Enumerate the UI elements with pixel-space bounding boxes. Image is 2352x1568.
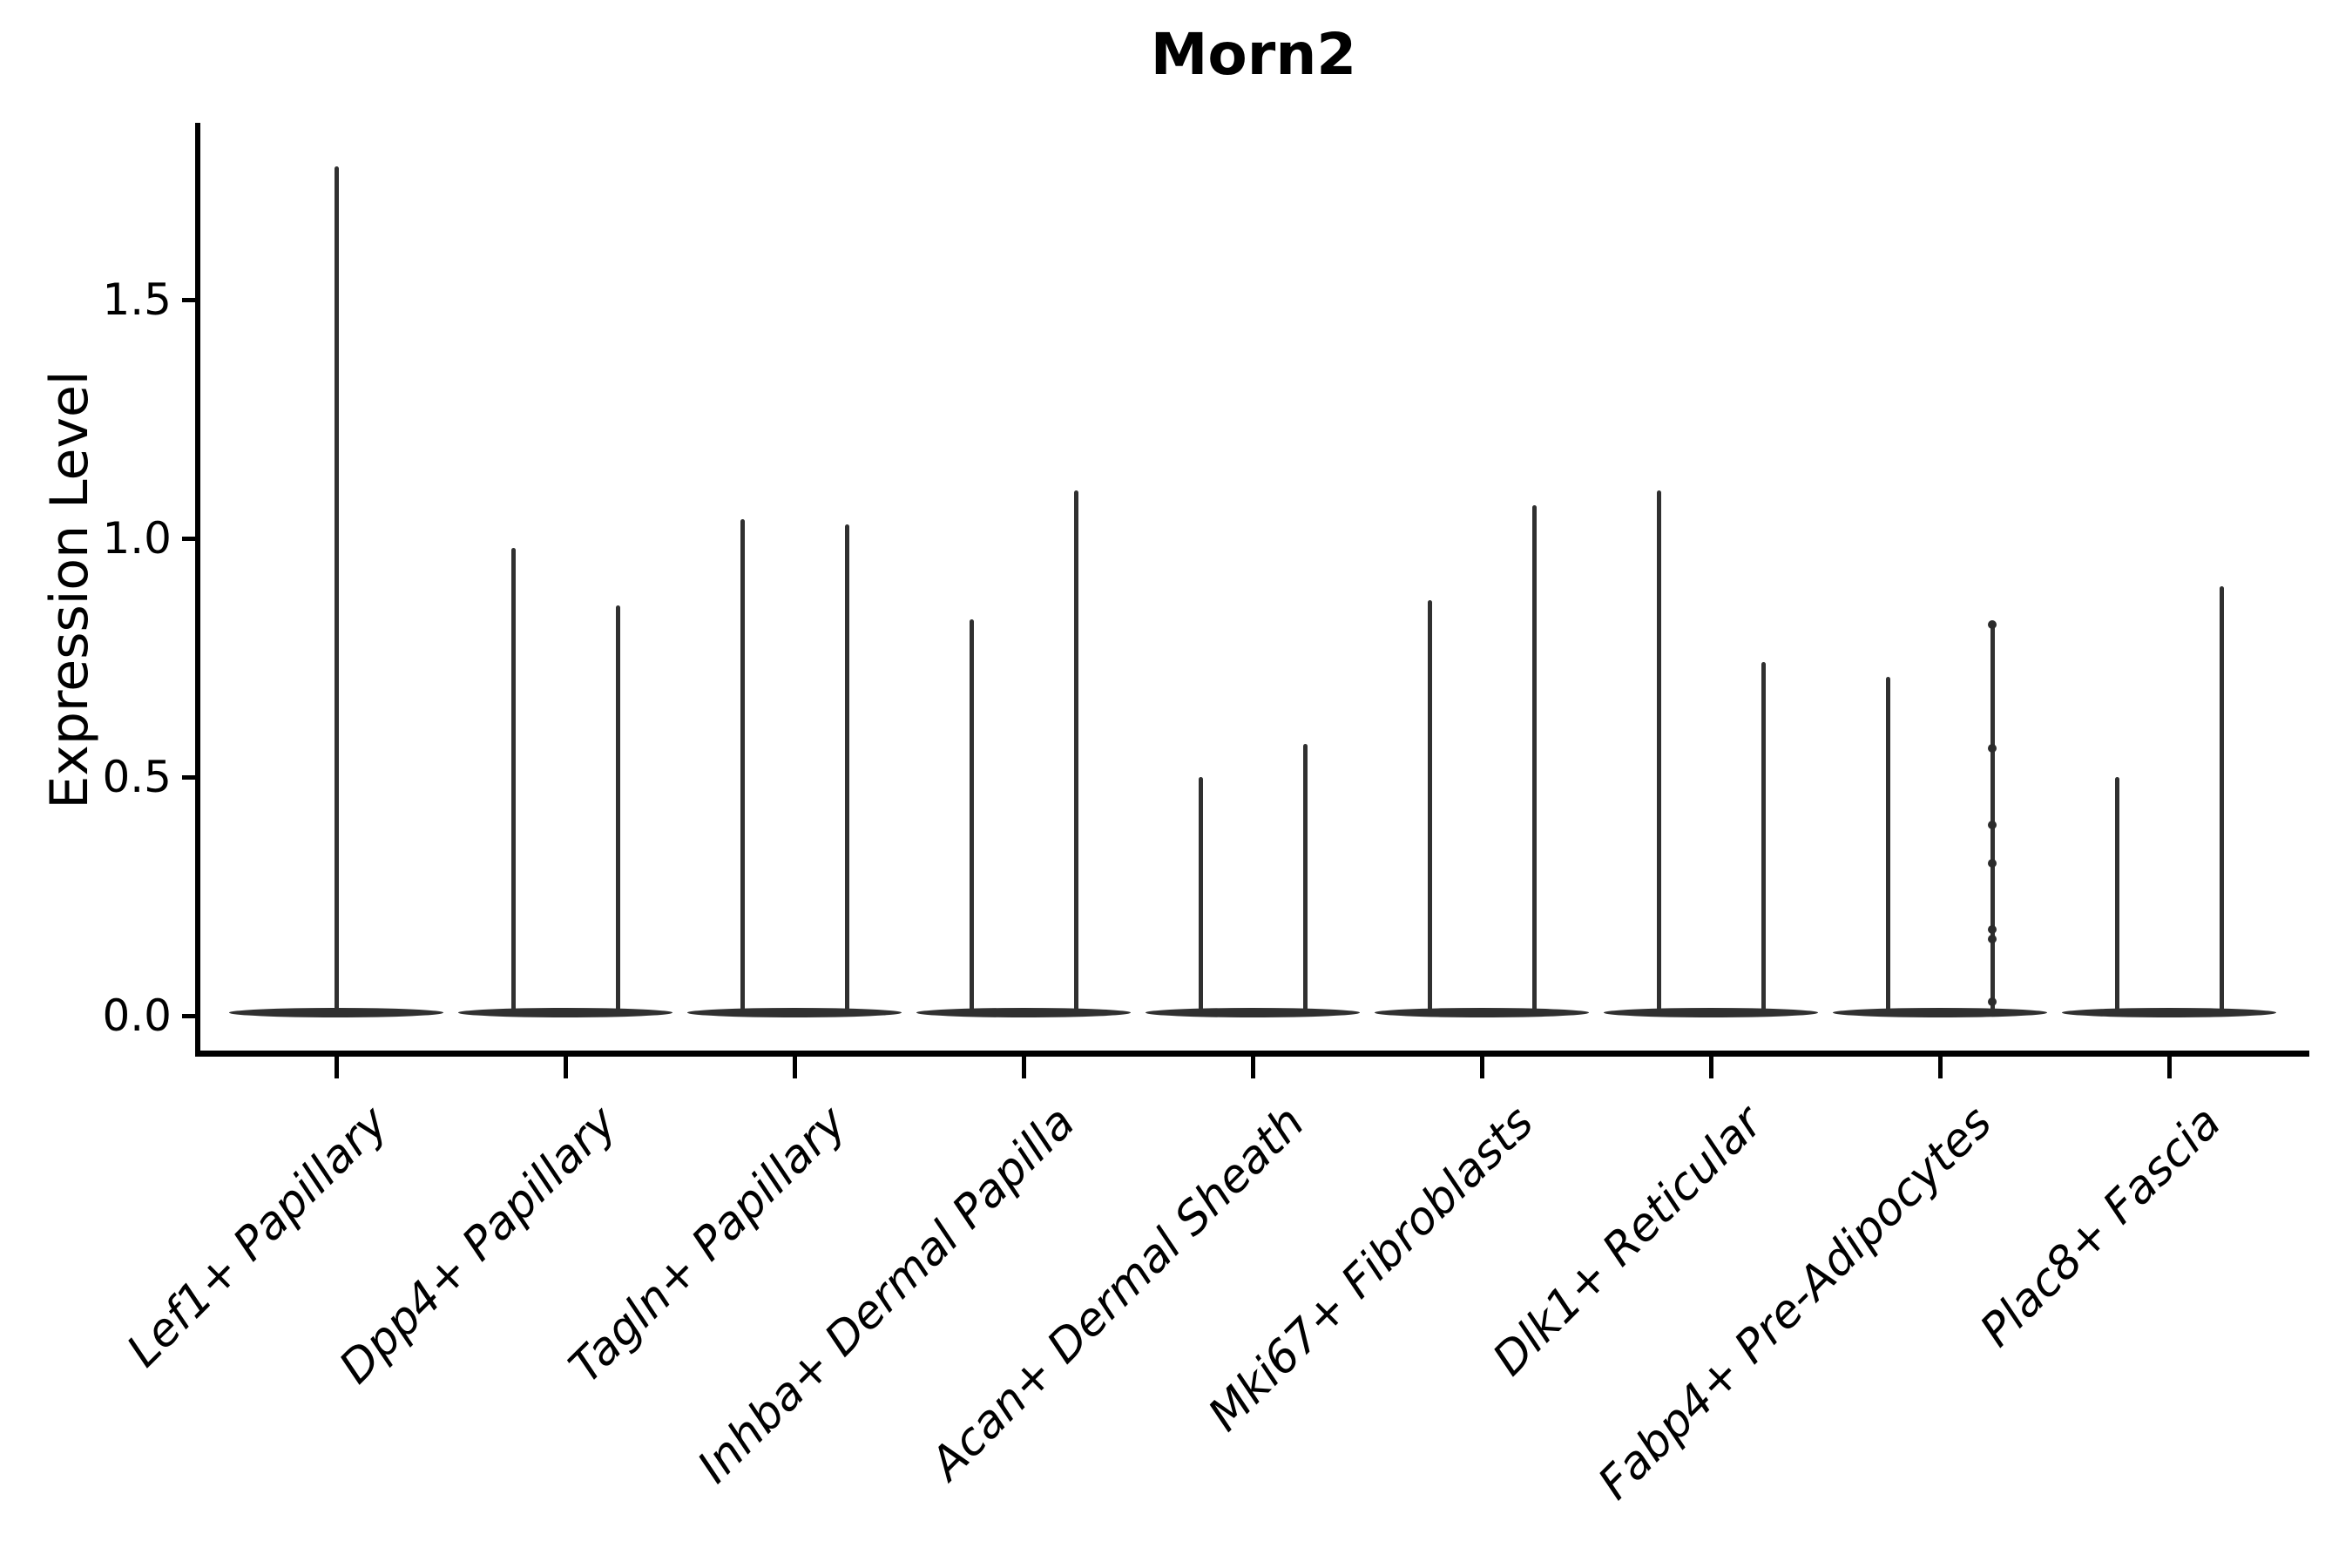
y-tick-mark xyxy=(182,1013,198,1018)
x-tick-mark xyxy=(1021,1054,1026,1078)
x-tick-mark xyxy=(1708,1054,1713,1078)
x-tick-mark xyxy=(2166,1054,2172,1078)
violin-spike xyxy=(1761,662,1766,1017)
jitter-point xyxy=(1988,925,1997,935)
violin-spike xyxy=(1302,743,1308,1017)
x-tick-mark xyxy=(1250,1054,1255,1078)
x-tick-label: Inhba+ Dermal Papilla xyxy=(688,1096,1086,1494)
jitter-point xyxy=(1988,820,1997,829)
violin-base xyxy=(687,1007,902,1017)
violin-spike xyxy=(615,605,620,1017)
x-tick-mark xyxy=(334,1054,339,1078)
x-tick-mark xyxy=(792,1054,797,1078)
violin-base xyxy=(458,1007,672,1017)
x-tick-label: Plac8+ Fascia xyxy=(1970,1096,2232,1357)
x-tick-mark xyxy=(1937,1054,1943,1078)
y-tick-label: 1.0 xyxy=(102,513,172,564)
jitter-point xyxy=(1988,997,1997,1006)
y-tick-mark xyxy=(182,774,198,780)
x-tick-label: Fabp4+ Pre-Adipocytes xyxy=(1588,1096,2003,1511)
violin-spike xyxy=(1656,490,1661,1017)
violin-spike xyxy=(2114,777,2119,1017)
violin-spike xyxy=(1531,504,1537,1017)
violin-spike xyxy=(334,166,339,1017)
y-tick-label: 1.5 xyxy=(102,274,172,325)
y-tick-mark xyxy=(182,536,198,541)
jitter-point xyxy=(1988,935,1997,944)
violin-spike xyxy=(1073,490,1078,1017)
violin-spike xyxy=(844,524,849,1017)
y-tick-mark xyxy=(182,297,198,302)
violin-base xyxy=(1833,1007,2047,1017)
jitter-point xyxy=(1988,858,1997,868)
violin-base xyxy=(1604,1007,1818,1017)
y-tick-label: 0.5 xyxy=(102,752,172,802)
violin-spike xyxy=(1885,676,1890,1017)
x-tick-mark xyxy=(563,1054,568,1078)
jitter-point xyxy=(1988,619,1997,629)
x-tick-label: Acan+ Dermal Sheath xyxy=(921,1096,1315,1490)
violin-spike xyxy=(1198,777,1203,1017)
violin-spike xyxy=(510,547,516,1017)
violin-spike xyxy=(969,619,974,1017)
violin-base xyxy=(1146,1007,1360,1017)
violin-base xyxy=(2062,1007,2276,1017)
violin-spike xyxy=(740,519,745,1017)
y-tick-label: 0.0 xyxy=(102,990,172,1041)
jitter-point xyxy=(1988,744,1997,754)
x-tick-mark xyxy=(1479,1054,1484,1078)
violin-base xyxy=(1375,1007,1589,1017)
x-axis-line xyxy=(195,1051,2309,1057)
y-axis-line xyxy=(195,123,200,1057)
violin-spike xyxy=(1427,600,1432,1017)
chart-title: Morn2 xyxy=(1150,21,1357,88)
violin-base xyxy=(916,1007,1131,1017)
violin-spike xyxy=(2219,585,2224,1017)
